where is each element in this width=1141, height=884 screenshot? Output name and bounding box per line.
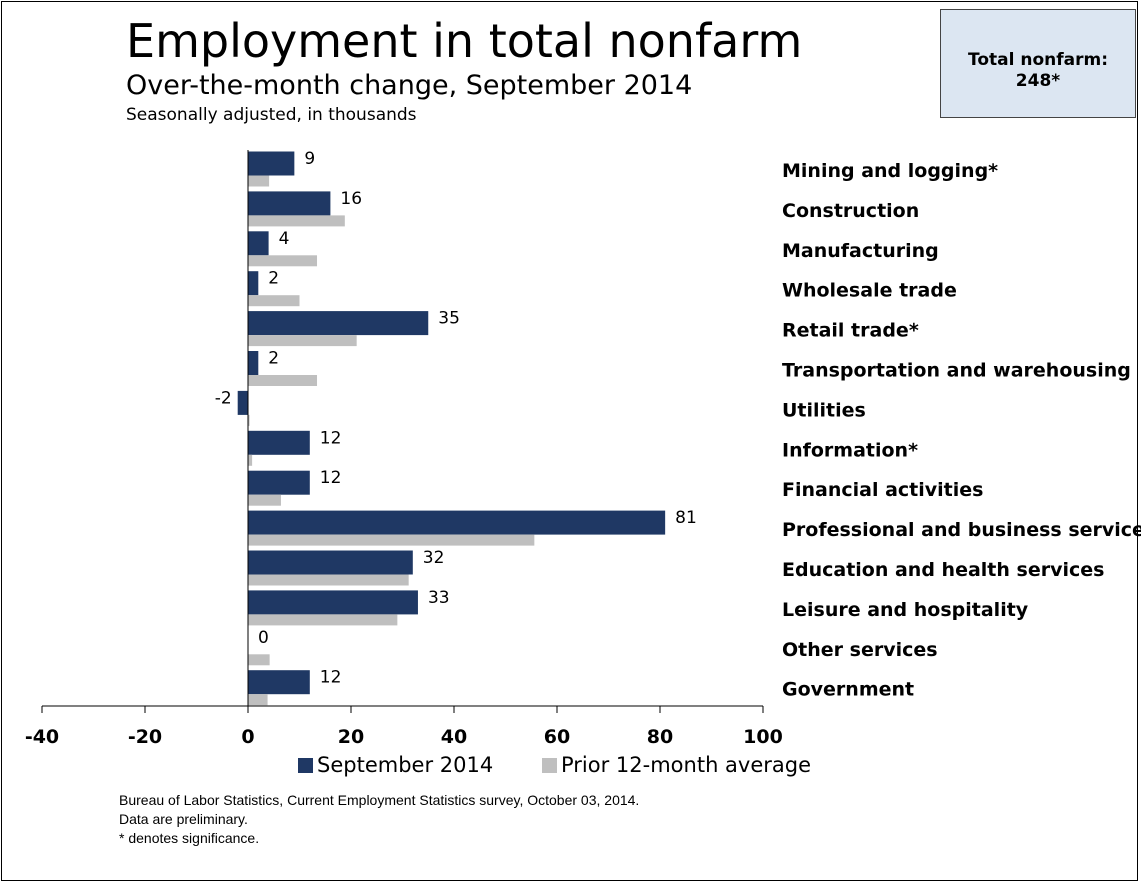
bar-september-2014-wholesale-trade	[248, 271, 259, 296]
value-label-education-and-health-services: 32	[423, 548, 445, 568]
bar-september-2014-transportation-and-warehousing	[248, 351, 259, 375]
category-label-wholesale-trade: Wholesale trade	[782, 280, 957, 302]
significance-note: * denotes significance.	[119, 830, 260, 846]
chart-title: Employment in total nonfarm	[126, 14, 803, 68]
value-label-professional-and-business-services: 81	[675, 508, 697, 528]
source-line: Bureau of Labor Statistics, Current Empl…	[119, 792, 640, 808]
bar-prior-average-wholesale-trade	[248, 295, 300, 307]
value-label-manufacturing: 4	[279, 229, 290, 249]
x-tick-label: 40	[441, 726, 467, 748]
category-label-manufacturing: Manufacturing	[782, 240, 939, 262]
legend-swatch-prior-average	[542, 758, 557, 773]
x-tick-label: 60	[544, 726, 570, 748]
x-tick-label: -40	[25, 726, 59, 748]
x-tick-label: 20	[338, 726, 364, 748]
legend-label-prior-average: Prior 12-month average	[561, 753, 812, 777]
category-label-mining-and-logging: Mining and logging*	[782, 160, 998, 182]
bar-prior-average-education-and-health-services	[248, 574, 409, 586]
category-label-construction: Construction	[782, 200, 919, 222]
bar-prior-average-utilities	[248, 414, 250, 426]
category-label-government: Government	[782, 679, 914, 701]
value-label-retail-trade: 35	[438, 309, 460, 329]
bar-prior-average-manufacturing	[248, 255, 318, 267]
value-label-information: 12	[320, 428, 342, 448]
value-label-leisure-and-hospitality: 33	[428, 588, 450, 608]
chart-units-note: Seasonally adjusted, in thousands	[126, 105, 417, 125]
bar-prior-average-leisure-and-hospitality	[248, 614, 398, 626]
source-notes: Bureau of Labor Statistics, Current Empl…	[119, 791, 639, 848]
bar-september-2014-utilities	[237, 390, 248, 415]
category-label-transportation-and-warehousing: Transportation and warehousing	[782, 360, 1131, 382]
bar-prior-average-construction	[248, 215, 345, 227]
legend-item-september-2014: September 2014	[298, 751, 493, 779]
legend-label-september-2014: September 2014	[317, 753, 494, 777]
value-label-government: 12	[320, 668, 342, 688]
value-label-other-services: 0	[258, 628, 269, 648]
value-label-transportation-and-warehousing: 2	[268, 349, 279, 369]
x-tick-label: 100	[743, 726, 783, 748]
category-label-other-services: Other services	[782, 639, 938, 661]
x-tick-label: 0	[241, 726, 254, 748]
category-label-financial-activities: Financial activities	[782, 479, 983, 501]
category-label-information: Information*	[782, 439, 918, 461]
legend-swatch-september-2014	[298, 758, 313, 773]
total-nonfarm-value: 248*	[1015, 71, 1061, 91]
bar-september-2014-retail-trade	[248, 311, 429, 336]
bar-september-2014-mining-and-logging	[248, 151, 295, 176]
bar-prior-average-information	[248, 454, 253, 466]
x-tick-label: 80	[647, 726, 673, 748]
bar-september-2014-education-and-health-services	[248, 550, 413, 575]
bar-prior-average-other-services	[248, 654, 270, 666]
bar-september-2014-leisure-and-hospitality	[248, 590, 418, 615]
bar-prior-average-retail-trade	[248, 335, 357, 347]
bar-prior-average-financial-activities	[248, 494, 281, 506]
category-label-leisure-and-hospitality: Leisure and hospitality	[782, 599, 1029, 621]
bar-prior-average-mining-and-logging	[248, 175, 270, 187]
value-label-mining-and-logging: 9	[304, 149, 315, 169]
bar-prior-average-transportation-and-warehousing	[248, 375, 318, 386]
category-label-education-and-health-services: Education and health services	[782, 559, 1104, 581]
category-label-retail-trade: Retail trade*	[782, 320, 919, 342]
bar-september-2014-financial-activities	[248, 470, 310, 495]
category-label-utilities: Utilities	[782, 399, 866, 421]
total-nonfarm-label: Total nonfarm:	[967, 50, 1108, 70]
value-label-financial-activities: 12	[320, 468, 342, 488]
bar-prior-average-government	[248, 694, 268, 706]
bar-september-2014-construction	[248, 191, 331, 216]
chart-subtitle: Over-the-month change, September 2014	[126, 70, 693, 101]
value-label-utilities: -2	[215, 388, 232, 408]
value-label-construction: 16	[340, 189, 362, 209]
bar-september-2014-manufacturing	[248, 231, 269, 256]
legend-item-prior-average: Prior 12-month average	[542, 751, 811, 779]
bar-september-2014-government	[248, 670, 310, 695]
bar-prior-average-professional-and-business-services	[248, 534, 535, 546]
value-label-wholesale-trade: 2	[268, 269, 279, 289]
category-label-professional-and-business-services: Professional and business services*	[782, 519, 1141, 541]
total-nonfarm-box: Total nonfarm: 248*	[940, 9, 1136, 118]
bar-september-2014-professional-and-business-services	[248, 510, 666, 535]
preliminary-note: Data are preliminary.	[119, 811, 248, 827]
x-tick-label: -20	[128, 726, 162, 748]
bar-september-2014-information	[248, 430, 310, 455]
